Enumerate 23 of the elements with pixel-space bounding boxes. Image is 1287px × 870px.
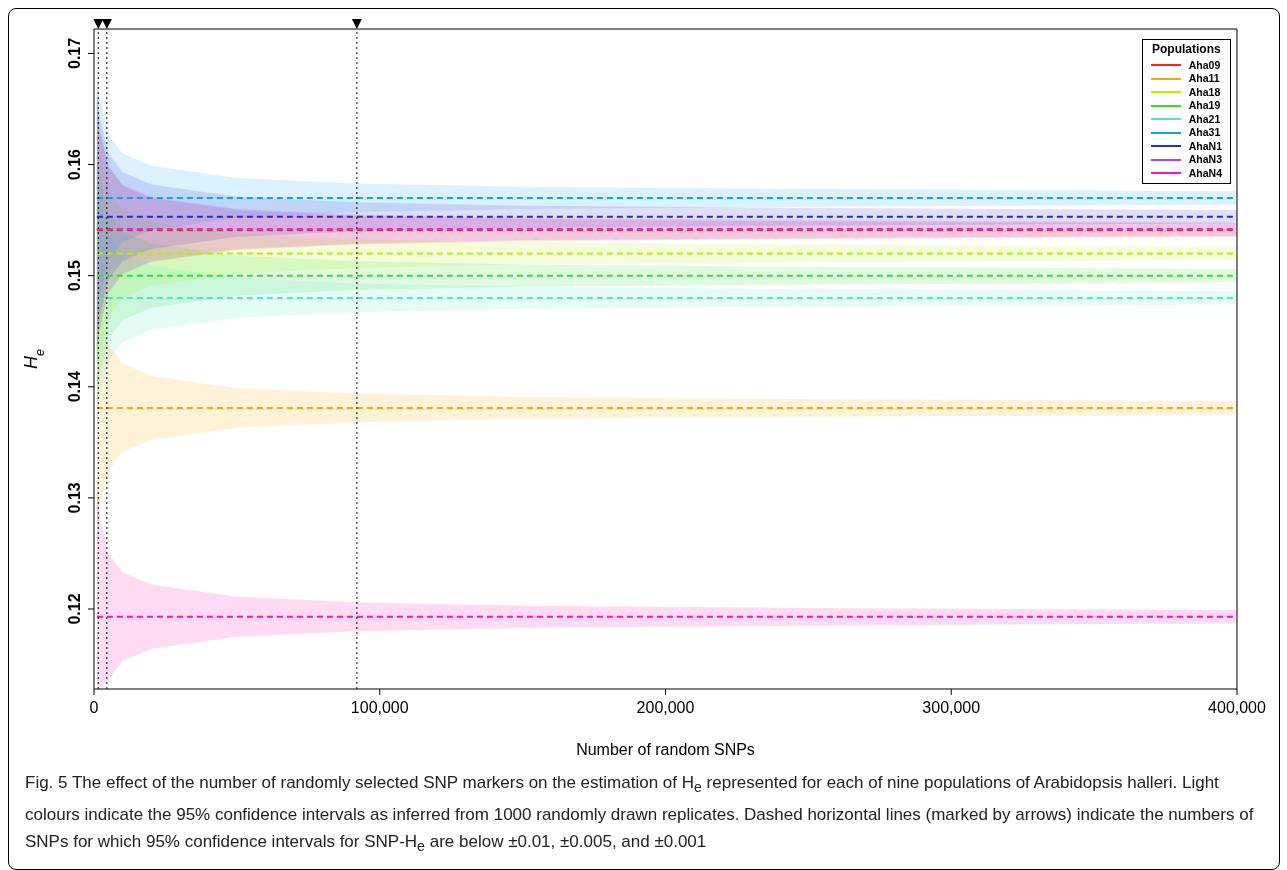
legend-label: Aha21: [1188, 112, 1221, 126]
y-tick-label: 0.13: [66, 482, 83, 514]
legend-label: Aha31: [1188, 126, 1221, 140]
y-tick-label: 0.17: [66, 37, 83, 70]
legend-label: Aha18: [1188, 85, 1221, 99]
legend-label: Aha09: [1188, 58, 1221, 72]
x-tick-label: 300,000: [922, 699, 981, 716]
legend-label: AhaN1: [1188, 139, 1222, 153]
y-tick-label: 0.14: [66, 371, 83, 403]
x-tick-label: 400,000: [1208, 699, 1267, 716]
legend-title: Populations: [1151, 42, 1222, 57]
legend-label: AhaN4: [1188, 166, 1222, 180]
legend-label: Aha19: [1188, 99, 1221, 113]
x-tick-label: 200,000: [636, 699, 695, 716]
legend-label: AhaN3: [1188, 153, 1222, 167]
x-axis-title: Number of random SNPs: [576, 741, 755, 758]
caption: Fig. 5 The effect of the number of randomly selected SNP markers on the estimation of H$_{e}$ represented for each of nine populations of Arabidopsis halleri. Light colours indicate the 95% confidence intervals as inferred from 1000 randomly drawn replicates. Dashed horizontal lines (marked by arrows) indicate the numbers of SNPs for which 95% confidence intervals for SNP-H$_{e}$ are below ±0.01, ±0.005, and ±0.001: [24, 772, 1255, 857]
x-tick-label: 100,000: [350, 699, 409, 716]
y-tick-label: 0.15: [66, 259, 83, 292]
legend-label: Aha11: [1188, 72, 1220, 86]
y-tick-label: 0.12: [66, 593, 83, 625]
y-tick-label: 0.16: [66, 148, 83, 181]
x-tick-label: 0: [89, 699, 99, 716]
